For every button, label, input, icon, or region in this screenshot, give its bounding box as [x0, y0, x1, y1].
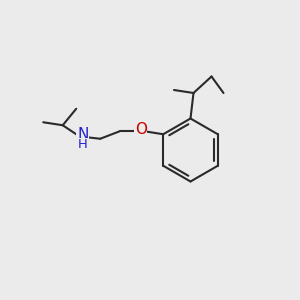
Text: O: O — [135, 122, 147, 137]
Text: N: N — [77, 127, 88, 142]
Text: H: H — [78, 138, 88, 151]
